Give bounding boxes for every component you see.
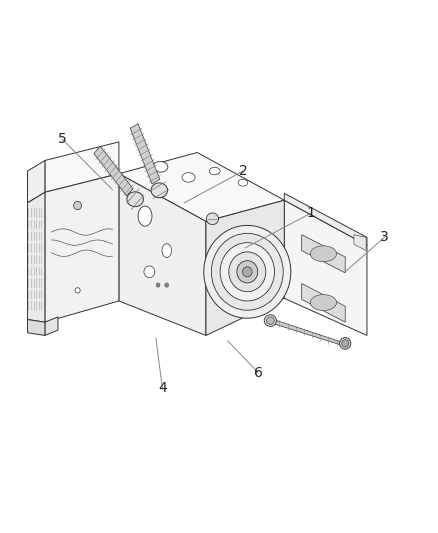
- Ellipse shape: [204, 225, 291, 318]
- Ellipse shape: [342, 340, 349, 347]
- Ellipse shape: [151, 183, 167, 198]
- Text: 5: 5: [58, 132, 67, 146]
- Ellipse shape: [182, 173, 195, 182]
- Ellipse shape: [162, 244, 172, 257]
- Ellipse shape: [229, 252, 266, 292]
- Ellipse shape: [127, 192, 143, 207]
- Ellipse shape: [339, 337, 351, 349]
- Polygon shape: [270, 318, 341, 345]
- Polygon shape: [45, 174, 119, 322]
- Polygon shape: [284, 193, 367, 245]
- Text: 6: 6: [254, 366, 263, 379]
- Ellipse shape: [165, 283, 169, 287]
- Polygon shape: [354, 235, 366, 251]
- Ellipse shape: [243, 266, 252, 277]
- Text: 4: 4: [158, 382, 167, 395]
- Ellipse shape: [264, 315, 276, 326]
- Polygon shape: [206, 200, 284, 335]
- Polygon shape: [28, 160, 45, 203]
- Polygon shape: [130, 124, 160, 184]
- Ellipse shape: [266, 317, 274, 324]
- Ellipse shape: [311, 295, 336, 311]
- Polygon shape: [28, 319, 45, 335]
- Polygon shape: [28, 192, 45, 322]
- Polygon shape: [302, 235, 345, 273]
- Ellipse shape: [156, 283, 160, 287]
- Polygon shape: [302, 284, 345, 322]
- Ellipse shape: [75, 288, 80, 293]
- Polygon shape: [119, 152, 284, 221]
- Text: 1: 1: [306, 206, 315, 221]
- Polygon shape: [45, 142, 119, 192]
- Ellipse shape: [220, 243, 275, 301]
- Ellipse shape: [152, 161, 168, 172]
- Ellipse shape: [74, 201, 81, 210]
- Text: 3: 3: [380, 230, 389, 244]
- Text: 2: 2: [239, 164, 247, 178]
- Polygon shape: [94, 146, 133, 196]
- Ellipse shape: [311, 246, 336, 262]
- Polygon shape: [119, 174, 206, 335]
- Polygon shape: [284, 200, 367, 335]
- Ellipse shape: [212, 233, 283, 310]
- Polygon shape: [45, 317, 58, 335]
- Ellipse shape: [237, 261, 258, 283]
- Ellipse shape: [209, 167, 220, 175]
- Ellipse shape: [238, 179, 248, 186]
- Ellipse shape: [144, 266, 155, 278]
- Ellipse shape: [138, 206, 152, 226]
- Ellipse shape: [206, 213, 219, 224]
